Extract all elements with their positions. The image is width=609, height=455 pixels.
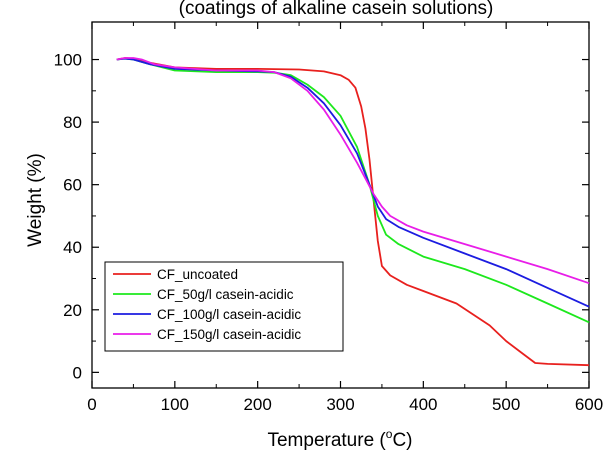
series-line-4 <box>117 58 589 283</box>
legend: CF_uncoated CF_50g/l casein-acidic CF_100g… <box>105 262 343 351</box>
y-tick-label: 80 <box>63 113 82 132</box>
y-tick-label: 100 <box>54 51 82 70</box>
legend-label-2: CF_50g/l casein-acidic <box>157 287 294 302</box>
chart-title: (coatings of alkaline casein solutions) <box>179 0 494 19</box>
y-tick-label: 40 <box>63 238 82 257</box>
x-tick-label: 600 <box>575 395 603 414</box>
x-axis-title-suffix: C) <box>392 430 412 451</box>
x-axis-title-prefix: Temperature ( <box>267 430 386 451</box>
x-tick-label: 100 <box>161 395 189 414</box>
x-tick-label: 400 <box>409 395 437 414</box>
y-tick-label: 20 <box>63 301 82 320</box>
y-tick-label: 0 <box>73 363 82 382</box>
ticks-layer: 0 100 200 300 400 500 600 0 20 40 60 80 100 <box>54 22 604 414</box>
x-tick-label: 500 <box>492 395 520 414</box>
x-tick-label: 200 <box>243 395 271 414</box>
x-tick-label: 300 <box>326 395 354 414</box>
legend-label-4: CF_150g/l casein-acidic <box>157 327 301 342</box>
x-tick-label: 0 <box>87 395 96 414</box>
y-tick-label: 60 <box>63 176 82 195</box>
legend-label-3: CF_100g/l casein-acidic <box>157 307 301 322</box>
x-axis-title: Temperature (oC) <box>267 427 412 451</box>
legend-label-1: CF_uncoated <box>157 267 238 282</box>
y-axis-title: Weight (%) <box>25 153 46 247</box>
